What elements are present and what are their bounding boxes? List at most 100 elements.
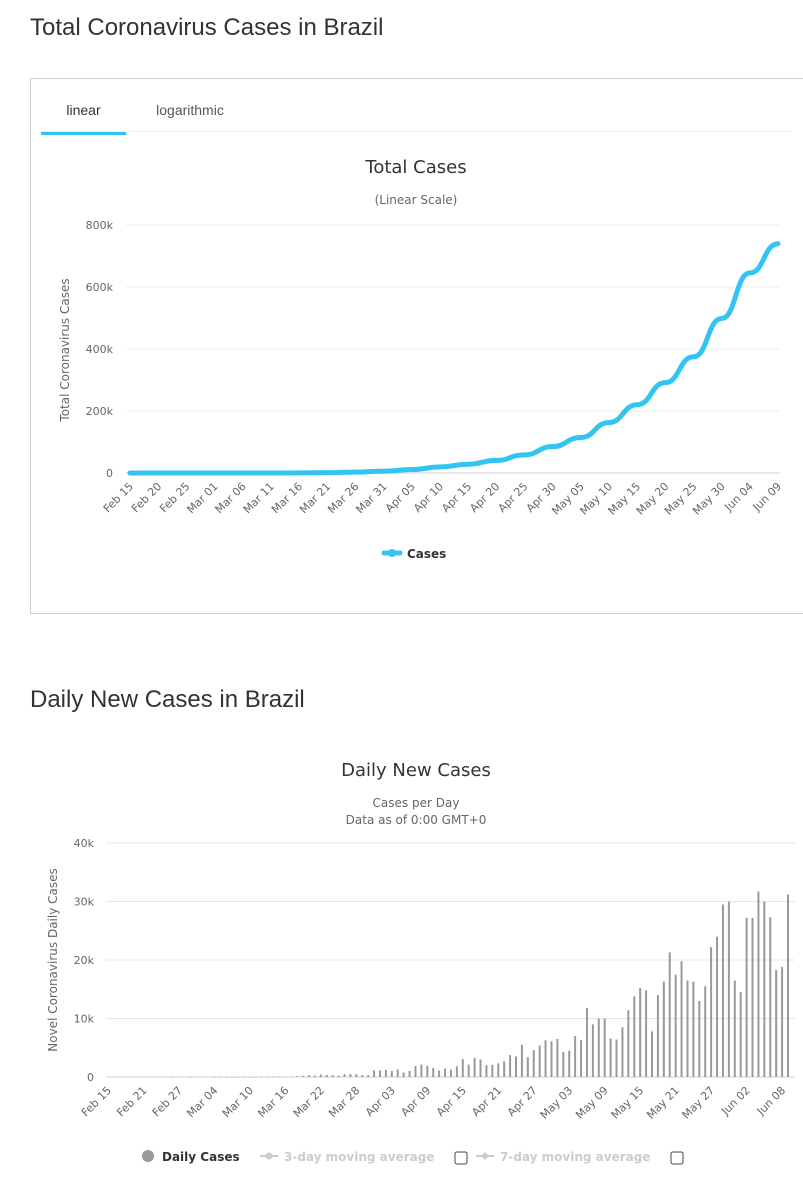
daily-cases-bar [467, 1064, 470, 1077]
chart2-legend: Daily Cases 3-day moving average 7-day m… [142, 1150, 684, 1165]
daily-cases-bar [787, 894, 789, 1077]
daily-cases-bar [325, 1074, 328, 1077]
daily-cases-bar [503, 1061, 506, 1077]
daily-cases-bar [497, 1063, 500, 1077]
daily-cases-bar [538, 1045, 541, 1077]
x-tick-label: Mar 16 [255, 1084, 291, 1120]
daily-cases-bar [651, 1031, 653, 1077]
y-tick-label: 600k [86, 281, 114, 294]
chart2-subtitle: Cases per Day [373, 796, 460, 810]
daily-cases-bar [639, 988, 642, 1077]
daily-cases-bar [769, 917, 772, 1077]
total-cases-heading: Total Coronavirus Cases in Brazil [30, 14, 384, 41]
daily-cases-bar [603, 1018, 606, 1077]
x-tick-label: May 15 [609, 1084, 647, 1122]
daily-cases-bar [361, 1074, 364, 1077]
daily-cases-bar [390, 1071, 393, 1077]
daily-cases-bar [763, 901, 766, 1077]
daily-cases-bar [733, 980, 736, 1077]
x-tick-label: Feb 20 [129, 480, 164, 515]
daily-cases-bar [568, 1050, 571, 1077]
x-tick-label: Feb 15 [79, 1084, 114, 1119]
daily-cases-bar [337, 1075, 340, 1077]
daily-cases-bar [580, 1040, 583, 1077]
daily-cases-bar [716, 936, 719, 1077]
daily-cases-bar [290, 1076, 293, 1078]
daily-cases-bar [473, 1057, 476, 1077]
y-tick-label: 20k [74, 954, 95, 967]
daily-cases-bar [189, 1076, 192, 1078]
daily-cases-bar [367, 1075, 370, 1077]
daily-cases-bar [225, 1076, 228, 1078]
daily-cases-bar [414, 1066, 417, 1077]
chart2-subtitle2: Data as of 0:00 GMT+0 [346, 813, 487, 827]
legend-7day-average[interactable]: 7-day moving average [500, 1150, 650, 1164]
daily-cases-bar [680, 961, 683, 1077]
daily-cases-bar [757, 891, 760, 1077]
legend-3day-marker-icon [265, 1152, 273, 1160]
x-tick-label: May 03 [538, 1084, 576, 1122]
daily-cases-bar [781, 967, 784, 1077]
chart2-title: Daily New Cases [341, 760, 491, 781]
daily-cases-bar [272, 1076, 275, 1078]
daily-cases-bar [621, 1027, 624, 1077]
x-tick-label: Feb 27 [150, 1084, 185, 1119]
x-tick-label: Mar 28 [326, 1084, 362, 1120]
daily-cases-bar [609, 1038, 612, 1077]
daily-cases-bar [591, 1024, 594, 1077]
daily-cases-bar [237, 1076, 240, 1078]
legend-daily-marker-icon [142, 1150, 154, 1162]
legend-3day-average[interactable]: 3-day moving average [284, 1150, 434, 1164]
y-tick-label: 40k [74, 837, 95, 850]
daily-cases-bar [302, 1075, 305, 1077]
toggle-7day-checkbox[interactable] [670, 1151, 684, 1165]
daily-cases-bar [248, 1076, 251, 1078]
x-tick-label: May 27 [680, 1084, 718, 1122]
x-tick-label: Jun 08 [754, 1084, 788, 1118]
daily-cases-bar [243, 1076, 245, 1078]
x-tick-label: Apr 10 [411, 480, 446, 515]
legend-7day-marker-icon [481, 1152, 489, 1160]
x-tick-label: Mar 31 [353, 480, 389, 516]
daily-cases-bar [674, 974, 677, 1077]
daily-cases-bar [278, 1076, 281, 1078]
daily-cases-bar [313, 1075, 316, 1077]
legend-daily-cases[interactable]: Daily Cases [162, 1150, 240, 1164]
daily-cases-bar [319, 1074, 322, 1077]
y-tick-label: 0 [106, 467, 113, 480]
daily-cases-bar [284, 1076, 287, 1078]
cases-series-line [127, 241, 781, 476]
chart1-legend[interactable]: Cases [381, 547, 446, 561]
x-tick-label: Apr 09 [398, 1084, 433, 1119]
toggle-3day-checkbox[interactable] [454, 1151, 468, 1165]
tab-linear[interactable]: linear [41, 102, 126, 135]
legend-cases[interactable]: Cases [407, 547, 446, 561]
daily-cases-bar [668, 952, 671, 1077]
daily-cases-bar [692, 981, 695, 1077]
y-tick-label: 30k [74, 896, 95, 909]
y-tick-label: 0 [87, 1071, 94, 1084]
y-tick-label: 800k [86, 219, 114, 232]
daily-cases-bar [585, 1007, 588, 1077]
daily-cases-bar [491, 1064, 494, 1077]
chart-container [30, 78, 803, 614]
daily-cases-bar [526, 1057, 529, 1077]
tab-logarithmic[interactable]: logarithmic [156, 102, 224, 118]
y-tick-label: 10k [74, 1013, 95, 1026]
daily-cases-bar [515, 1056, 517, 1077]
chart1-ylabel: Total Coronavirus Cases [58, 278, 72, 422]
daily-cases-bar [260, 1076, 263, 1078]
daily-cases-bar [426, 1065, 429, 1077]
daily-cases-bar [254, 1076, 257, 1078]
daily-cases-bar [396, 1069, 399, 1077]
daily-cases-bar [662, 981, 665, 1077]
daily-cases-bar [172, 1076, 175, 1078]
daily-cases-bar [710, 947, 713, 1077]
x-tick-label: Mar 04 [184, 1084, 220, 1120]
daily-cases-bar [461, 1059, 464, 1077]
daily-cases-bar [384, 1069, 387, 1077]
daily-cases-bar [485, 1065, 488, 1077]
daily-cases-bar [562, 1051, 565, 1077]
